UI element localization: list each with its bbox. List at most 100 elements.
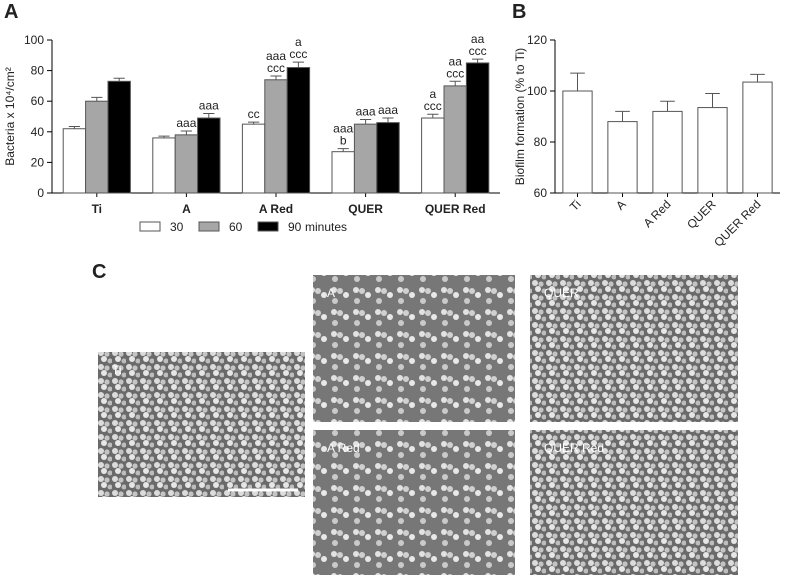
significance-label: aaa: [199, 98, 219, 112]
error-bar: [91, 96, 103, 102]
legend-label: 90: [288, 220, 302, 234]
y-tick-label: 80: [31, 64, 45, 78]
legend-title: minutes: [305, 220, 347, 234]
bar: [652, 110, 683, 194]
y-tick-label: 60: [31, 94, 45, 108]
x-tick-label: Ti: [92, 202, 102, 216]
significance-label: ccc: [424, 99, 442, 113]
panel-label: C: [92, 261, 106, 283]
bar: [197, 117, 221, 194]
y-tick-label: 100: [24, 33, 44, 47]
error-bar: [750, 73, 765, 83]
bar: [241, 123, 266, 194]
significance-label: aaa: [333, 122, 353, 136]
y-tick-label: 80: [534, 135, 548, 149]
bar: [107, 80, 131, 194]
error-bar: [68, 125, 80, 129]
error-bar: [427, 113, 439, 119]
bar: [376, 122, 400, 194]
y-tick-label: 60: [534, 186, 548, 200]
bar: [286, 67, 311, 194]
x-tick-label: QUER Red: [711, 197, 763, 249]
micrograph: [530, 275, 738, 422]
bar: [152, 137, 176, 194]
error-bar: [337, 148, 349, 152]
error-bar: [360, 119, 372, 125]
error-bar: [113, 77, 125, 82]
error-bar: [449, 80, 461, 86]
significance-label: ccc: [267, 61, 285, 75]
micrograph-label: QUER: [544, 286, 579, 300]
x-tick-label: Ti: [567, 197, 584, 214]
y-tick-label: 120: [527, 33, 547, 47]
error-bar: [705, 93, 720, 108]
significance-label: ccc: [469, 44, 487, 58]
error-bar: [382, 117, 394, 123]
x-tick-label: A Red: [641, 197, 674, 230]
x-tick-label: A: [182, 202, 191, 216]
significance-label: aaa: [356, 105, 376, 119]
error-bar: [248, 121, 260, 125]
significance-label: a: [429, 87, 436, 101]
legend-label: 30: [170, 220, 184, 234]
significance-label: aaa: [266, 49, 286, 63]
micrograph: [313, 275, 515, 422]
micrograph-label: QUER Red: [544, 441, 604, 455]
y-tick-label: 100: [527, 84, 547, 98]
bar: [174, 134, 199, 194]
bar: [421, 117, 445, 194]
y-tick-label: 40: [31, 125, 45, 139]
error-bar: [158, 135, 170, 138]
significance-label: aaa: [378, 103, 398, 117]
error-bar: [615, 110, 630, 122]
x-tick-label: QUER Red: [425, 202, 486, 216]
micrograph: [313, 430, 515, 575]
x-tick-label: QUER: [348, 202, 383, 216]
micrograph: [98, 352, 305, 497]
y-tick-label: 0: [37, 186, 44, 200]
error-bar: [292, 61, 304, 68]
x-tick-label: A Red: [259, 202, 293, 216]
legend-swatch: [198, 221, 220, 232]
micrograph: [530, 430, 738, 575]
x-tick-label: QUER: [684, 197, 719, 232]
bar: [742, 81, 773, 194]
bar: [331, 151, 355, 194]
legend-swatch: [139, 221, 161, 232]
error-bar: [270, 75, 282, 80]
bar: [443, 85, 467, 194]
panel-label: B: [512, 1, 526, 23]
significance-label: aaa: [176, 116, 196, 130]
legend-swatch: [257, 221, 279, 232]
significance-label: a: [295, 35, 302, 49]
error-bar: [472, 58, 484, 63]
bar: [353, 123, 378, 194]
bar: [85, 100, 109, 194]
bar: [697, 107, 728, 194]
bar: [264, 79, 288, 194]
y-tick-label: 20: [31, 155, 45, 169]
significance-label: ccc: [289, 47, 307, 61]
micrograph-label: A Red: [327, 441, 360, 455]
error-bar: [203, 112, 215, 119]
significance-label: aa: [471, 32, 485, 46]
significance-label: cc: [248, 107, 260, 121]
error-bar: [660, 100, 675, 112]
panel-label: A: [4, 1, 18, 23]
bar: [607, 121, 638, 194]
error-bar: [180, 130, 192, 135]
micrograph-label: Ti: [112, 363, 122, 377]
error-bar: [570, 72, 585, 91]
significance-label: b: [340, 134, 347, 148]
y-axis-label: Biofilm formation (% to Ti): [513, 48, 527, 185]
bar: [62, 128, 87, 194]
x-tick-label: A: [613, 197, 629, 213]
significance-label: ccc: [446, 66, 464, 80]
y-axis-label: Bacteria x 10⁴/cm²: [3, 67, 17, 166]
micrograph-label: A: [327, 286, 335, 300]
bar: [465, 62, 490, 194]
significance-label: aa: [449, 54, 463, 68]
legend-label: 60: [229, 220, 243, 234]
bar: [562, 90, 593, 194]
